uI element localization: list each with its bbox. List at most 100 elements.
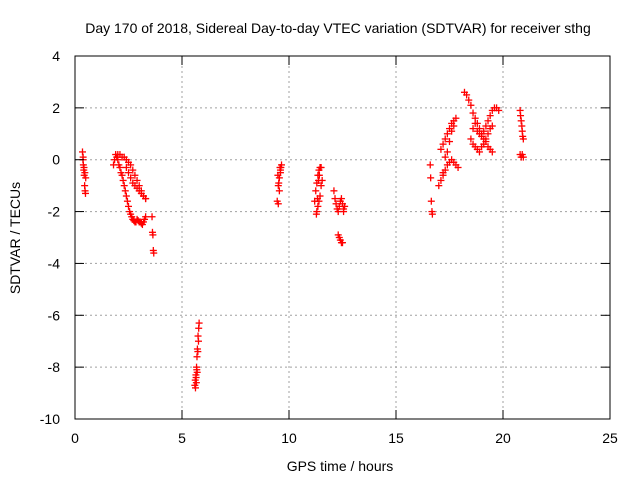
data-point — [428, 210, 436, 218]
data-point — [317, 182, 325, 190]
data-point — [274, 171, 282, 179]
data-point — [125, 169, 132, 177]
y-tick-label: -2 — [48, 204, 61, 220]
data-point — [148, 213, 156, 221]
data-point — [81, 169, 89, 177]
x-tick-label: 20 — [495, 430, 511, 446]
data-point — [337, 195, 345, 203]
data-point — [125, 202, 132, 210]
data-point — [448, 127, 456, 135]
data-point — [192, 374, 200, 382]
data-point — [116, 163, 124, 171]
data-point — [142, 213, 150, 221]
data-point — [518, 122, 526, 130]
data-point — [275, 179, 283, 187]
data-point — [193, 353, 201, 361]
data-point — [150, 249, 158, 257]
plot-frame — [74, 55, 611, 420]
data-point — [119, 176, 127, 184]
data-point — [435, 182, 443, 190]
data-point — [437, 176, 445, 184]
x-tick-label: 5 — [178, 430, 186, 446]
data-point — [426, 161, 434, 169]
data-point — [450, 122, 458, 130]
x-tick-label: 15 — [388, 430, 404, 446]
data-point — [471, 119, 479, 127]
data-point — [486, 112, 494, 120]
data-point — [122, 163, 130, 171]
data-point — [465, 96, 473, 104]
data-points — [78, 88, 527, 392]
data-point — [80, 163, 88, 171]
data-point — [149, 231, 157, 239]
data-point — [469, 109, 477, 117]
data-point — [317, 163, 325, 171]
data-point — [339, 239, 346, 247]
data-point — [446, 138, 453, 146]
y-tick-label: 0 — [52, 152, 60, 168]
data-point — [118, 171, 126, 179]
data-point — [82, 174, 90, 182]
data-point — [120, 182, 128, 190]
data-point — [81, 189, 89, 197]
y-tick-label: 2 — [52, 100, 60, 116]
data-point — [142, 195, 150, 203]
data-point — [484, 130, 492, 138]
data-point — [441, 153, 449, 161]
data-point — [519, 153, 527, 161]
data-point — [123, 197, 131, 205]
y-tick-label: 4 — [52, 48, 60, 64]
axis-ticks: 0 5 10 15 20 25 -10 -8 -6 -4 -2 0 2 4 — [40, 48, 618, 446]
y-axis-label: SDTVAR / TECUs — [7, 182, 23, 294]
data-point — [467, 101, 475, 109]
data-point — [484, 117, 492, 125]
y-tick-label: -6 — [48, 307, 61, 323]
data-point — [495, 106, 503, 114]
x-tick-label: 25 — [602, 430, 618, 446]
data-point — [315, 171, 323, 179]
data-point — [427, 197, 435, 205]
y-tick-label: -8 — [48, 359, 61, 375]
data-point — [127, 174, 135, 182]
data-point — [193, 366, 201, 374]
data-point — [427, 174, 435, 182]
data-point — [488, 122, 496, 130]
data-point — [441, 135, 449, 143]
data-point — [133, 176, 141, 184]
data-point — [312, 210, 320, 218]
data-point — [131, 171, 139, 179]
x-tick-label: 0 — [71, 430, 79, 446]
data-point — [127, 161, 135, 169]
data-point — [312, 187, 320, 195]
data-point — [517, 112, 525, 120]
data-point — [340, 208, 348, 216]
x-tick-label: 10 — [281, 430, 297, 446]
data-point — [313, 195, 321, 203]
data-point — [443, 130, 451, 138]
data-point — [122, 192, 130, 200]
data-point — [315, 176, 323, 184]
data-point — [469, 125, 477, 133]
data-point — [194, 348, 202, 356]
data-point — [480, 127, 488, 135]
data-point — [331, 195, 339, 203]
data-point — [129, 166, 137, 174]
data-point — [195, 319, 203, 327]
y-tick-label: -4 — [48, 255, 61, 271]
data-point — [519, 132, 527, 140]
data-point — [341, 202, 349, 210]
chart-title: Day 170 of 2018, Sidereal Day-to-day VTE… — [85, 20, 591, 36]
data-point — [275, 187, 283, 195]
data-point — [437, 145, 445, 153]
data-point — [443, 148, 451, 156]
data-point — [488, 148, 496, 156]
data-point — [121, 187, 129, 195]
data-point — [475, 148, 483, 156]
data-point — [277, 163, 285, 171]
data-point — [452, 114, 460, 122]
data-point — [191, 384, 199, 392]
data-point — [194, 337, 202, 345]
x-axis-label: GPS time / hours — [287, 458, 394, 474]
y-tick-label: -10 — [40, 411, 60, 427]
